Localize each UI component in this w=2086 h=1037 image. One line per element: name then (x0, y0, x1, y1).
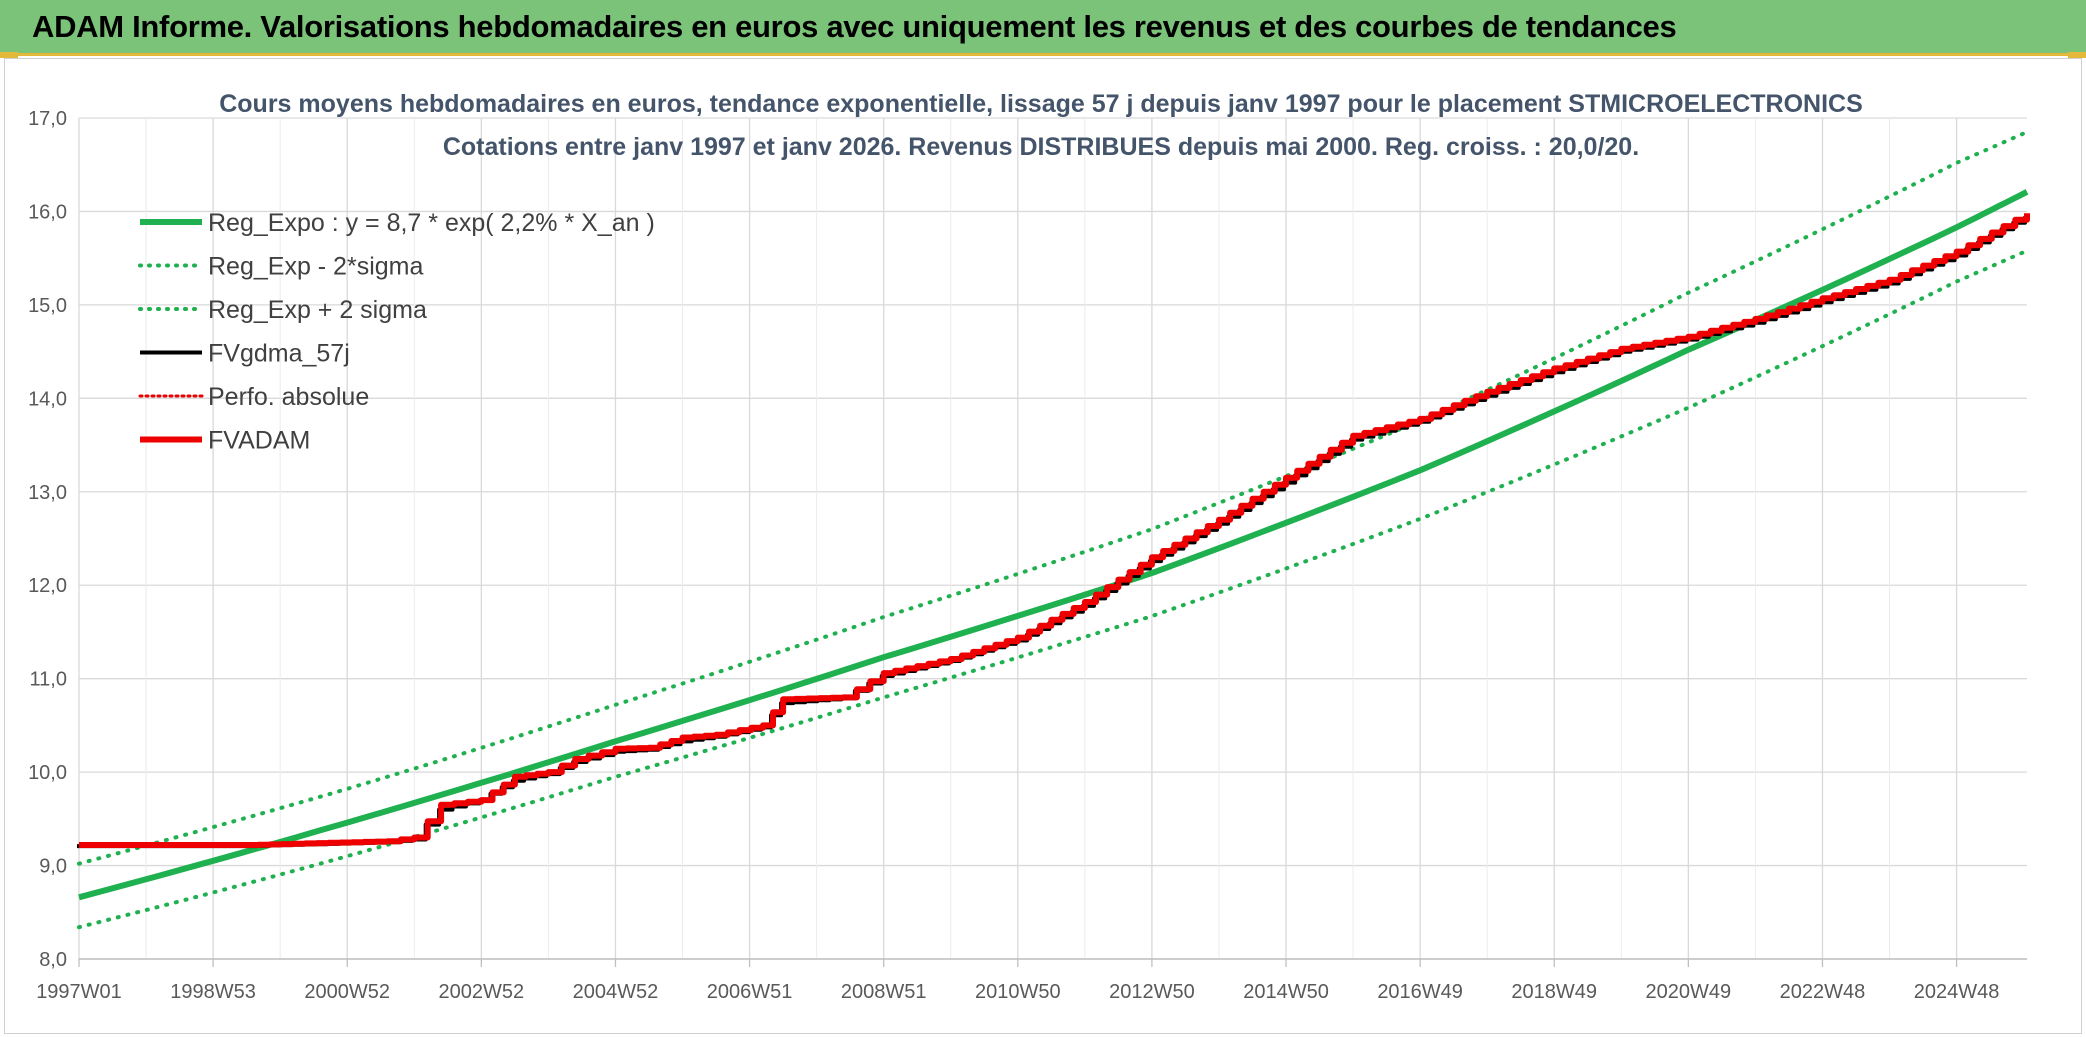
y-tick-label: 17,0 (28, 108, 67, 130)
x-tick-label: 2018W49 (1511, 981, 1597, 1003)
legend-label: Perfo. absolue (208, 383, 369, 411)
series-reg-expo (78, 189, 2029, 901)
x-tick-label: 2022W48 (1780, 981, 1866, 1003)
series-reg-exp-minus-2sigma (77, 248, 2029, 930)
corner-accent-left (0, 52, 18, 58)
legend-label: FVADAM (208, 427, 310, 455)
x-tick-label: 2024W48 (1914, 981, 2000, 1003)
legend-label: Reg_Expo : y = 8,7 * exp( 2,2% * X_an ) (208, 209, 655, 237)
x-tick-label: 1997W01 (36, 981, 122, 1003)
chart-title-line-1: Cours moyens hebdomadaires en euros, ten… (219, 90, 1863, 118)
y-tick-label: 11,0 (30, 669, 67, 691)
corner-accent-right (2068, 52, 2086, 58)
y-tick-label: 10,0 (28, 762, 67, 784)
x-tick-label: 1998W53 (170, 981, 256, 1003)
y-tick-label: 8,0 (39, 949, 67, 971)
x-tick-label: 2004W52 (573, 981, 659, 1003)
y-tick-label: 12,0 (28, 575, 67, 597)
series (77, 130, 2030, 930)
x-tick-label: 2002W52 (439, 981, 525, 1003)
legend-label: Reg_Exp - 2*sigma (208, 253, 423, 281)
chart-title-line-2: Cotations entre janv 1997 et janv 2026. … (443, 133, 1639, 161)
y-tick-label: 14,0 (28, 388, 67, 410)
legend: Reg_Expo : y = 8,7 * exp( 2,2% * X_an ) R… (138, 209, 655, 455)
y-tick-label: 13,0 (28, 482, 67, 504)
x-tick-label: 2016W49 (1377, 981, 1463, 1003)
y-tick-label: 16,0 (28, 201, 67, 223)
grid (78, 117, 2027, 960)
axes: 8,0 9,0 10,0 11,0 12,0 13,0 14,0 15,0 16,0 17,0 19… (28, 108, 2027, 1003)
legend-label: Reg_Exp + 2 sigma (208, 296, 427, 324)
x-tick-label: 2008W51 (841, 981, 927, 1003)
legend-label: FVgdma_57j (208, 340, 350, 368)
x-tick-label: 2000W52 (304, 981, 390, 1003)
series-reg-exp-plus-2sigma (77, 130, 2029, 866)
x-tick-label: 2014W50 (1243, 981, 1329, 1003)
chart-frame (4, 58, 2082, 1034)
banner: ADAM Informe. Valorisations hebdomadaire… (0, 0, 2086, 56)
x-tick-label: 2006W51 (707, 981, 793, 1003)
x-tick-label: 2012W50 (1109, 981, 1195, 1003)
banner-title: ADAM Informe. Valorisations hebdomadaire… (32, 9, 1677, 44)
series-fvadam (79, 213, 2030, 848)
x-tick-label: 2010W50 (975, 981, 1061, 1003)
y-tick-label: 9,0 (39, 856, 67, 878)
x-tick-label: 2020W49 (1646, 981, 1732, 1003)
y-tick-label: 15,0 (28, 295, 67, 317)
